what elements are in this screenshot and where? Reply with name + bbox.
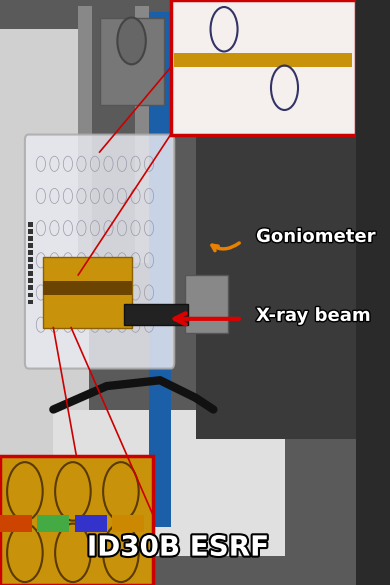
Bar: [28, 250, 33, 255]
Circle shape: [117, 18, 146, 64]
Bar: [43, 281, 131, 295]
Bar: [28, 285, 33, 290]
Text: Goniometer: Goniometer: [256, 228, 375, 246]
Text: X-ray beam: X-ray beam: [256, 307, 370, 325]
Bar: [28, 222, 33, 227]
Circle shape: [7, 524, 43, 582]
Circle shape: [103, 462, 139, 521]
Bar: [28, 229, 33, 234]
Bar: [124, 304, 188, 325]
Bar: [0, 515, 32, 532]
Bar: [28, 236, 33, 241]
Bar: [149, 12, 171, 526]
Bar: [28, 243, 33, 248]
Bar: [74, 515, 107, 532]
Bar: [43, 257, 131, 328]
Bar: [196, 58, 366, 439]
Circle shape: [103, 524, 139, 582]
Bar: [28, 264, 33, 269]
FancyBboxPatch shape: [0, 456, 153, 585]
Bar: [0, 29, 89, 526]
Circle shape: [55, 524, 91, 582]
Bar: [37, 515, 69, 532]
Bar: [135, 6, 149, 263]
Bar: [99, 18, 163, 105]
Bar: [28, 257, 33, 262]
Bar: [112, 515, 144, 532]
Bar: [28, 292, 33, 297]
Bar: [28, 278, 33, 283]
Bar: [174, 6, 352, 129]
Bar: [78, 6, 92, 263]
Circle shape: [55, 462, 91, 521]
Bar: [185, 275, 228, 333]
Bar: [28, 300, 33, 304]
Bar: [53, 410, 284, 556]
Circle shape: [7, 462, 43, 521]
FancyBboxPatch shape: [171, 0, 356, 135]
FancyBboxPatch shape: [25, 135, 174, 369]
Text: ID30B ESRF: ID30B ESRF: [87, 534, 269, 562]
Bar: [174, 53, 352, 67]
Bar: [28, 271, 33, 276]
